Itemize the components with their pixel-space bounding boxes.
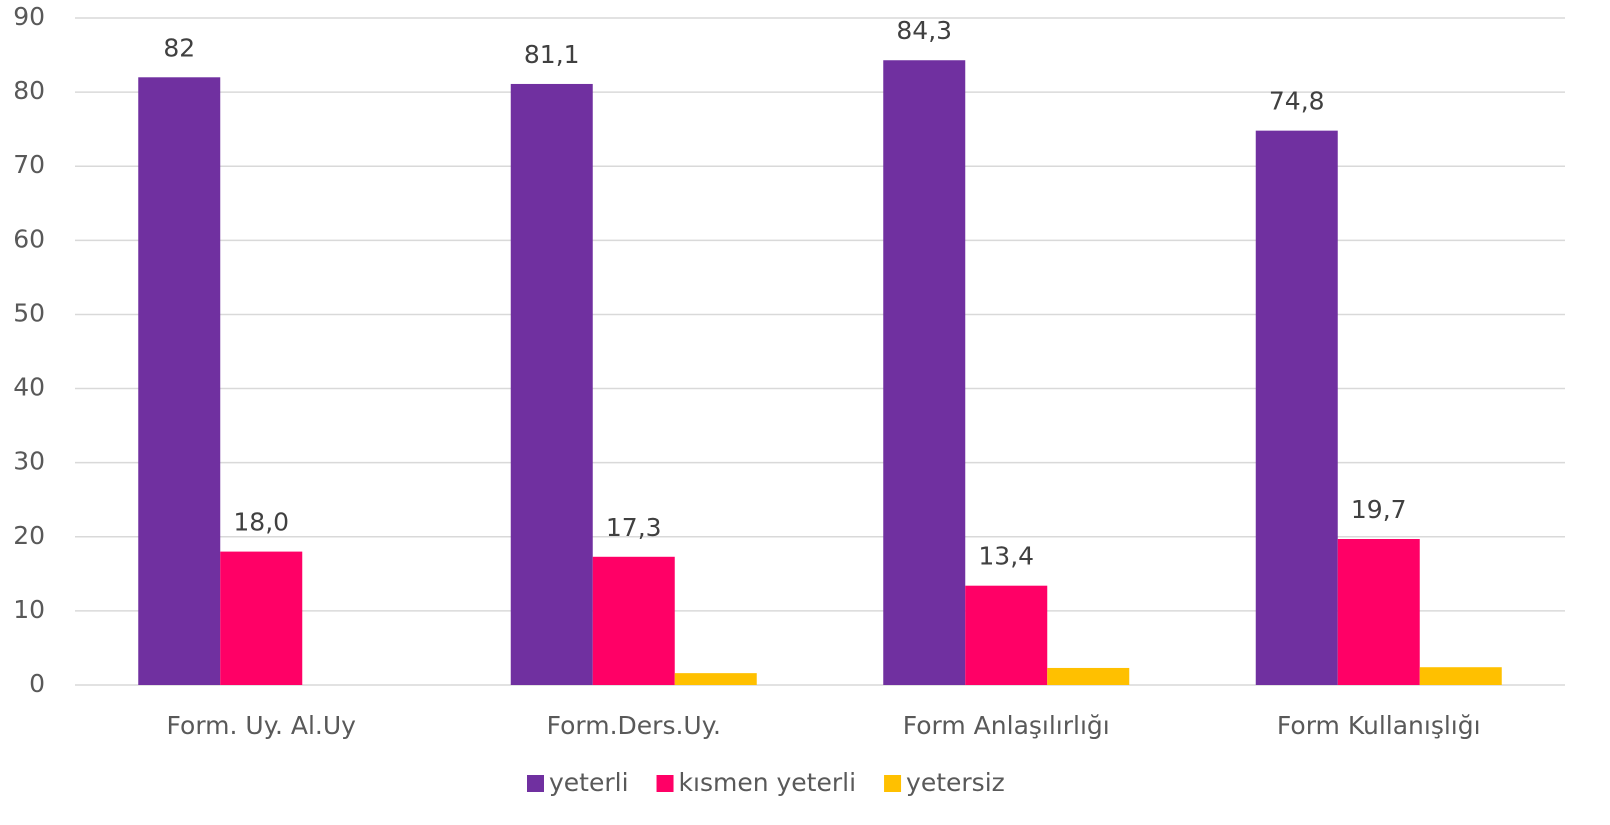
data-label: 82 xyxy=(163,33,195,62)
data-label: 13,4 xyxy=(978,542,1034,571)
bar xyxy=(138,77,221,686)
y-tick-label: 40 xyxy=(13,373,45,402)
bar xyxy=(883,60,966,685)
y-tick-label: 70 xyxy=(13,150,45,179)
data-label: 84,3 xyxy=(896,16,952,45)
legend-label: kısmen yeterli xyxy=(679,768,857,797)
x-tick-label: Form. Uy. Al.Uy xyxy=(167,711,357,740)
bar xyxy=(220,551,303,685)
data-label: 19,7 xyxy=(1351,495,1407,524)
y-tick-label: 60 xyxy=(13,224,45,253)
y-tick-label: 80 xyxy=(13,76,45,105)
bar xyxy=(1255,130,1338,685)
y-tick-label: 0 xyxy=(29,669,45,698)
legend-label: yeterli xyxy=(549,768,629,797)
y-tick-label: 50 xyxy=(13,298,45,327)
y-tick-label: 10 xyxy=(13,595,45,624)
bar xyxy=(1337,539,1420,685)
bar xyxy=(965,585,1048,685)
data-label: 18,0 xyxy=(233,508,289,537)
y-tick-label: 30 xyxy=(13,447,45,476)
y-tick-label: 20 xyxy=(13,521,45,550)
bar xyxy=(1419,667,1502,685)
y-tick-label: 90 xyxy=(13,2,45,31)
data-label: 81,1 xyxy=(524,40,580,69)
bar xyxy=(674,673,757,685)
data-label: 17,3 xyxy=(606,513,662,542)
legend-swatch xyxy=(884,775,902,792)
bar xyxy=(592,556,675,685)
legend-swatch xyxy=(656,775,674,792)
x-tick-label: Form.Ders.Uy. xyxy=(547,711,721,740)
bar xyxy=(1047,667,1130,685)
legend-label: yetersiz xyxy=(906,768,1005,797)
legend-swatch xyxy=(527,775,544,792)
x-tick-label: Form Kullanışlığı xyxy=(1277,711,1481,740)
x-tick-label: Form Anlaşılırlığı xyxy=(903,711,1110,740)
bar xyxy=(510,83,593,686)
data-label: 74,8 xyxy=(1269,87,1325,116)
